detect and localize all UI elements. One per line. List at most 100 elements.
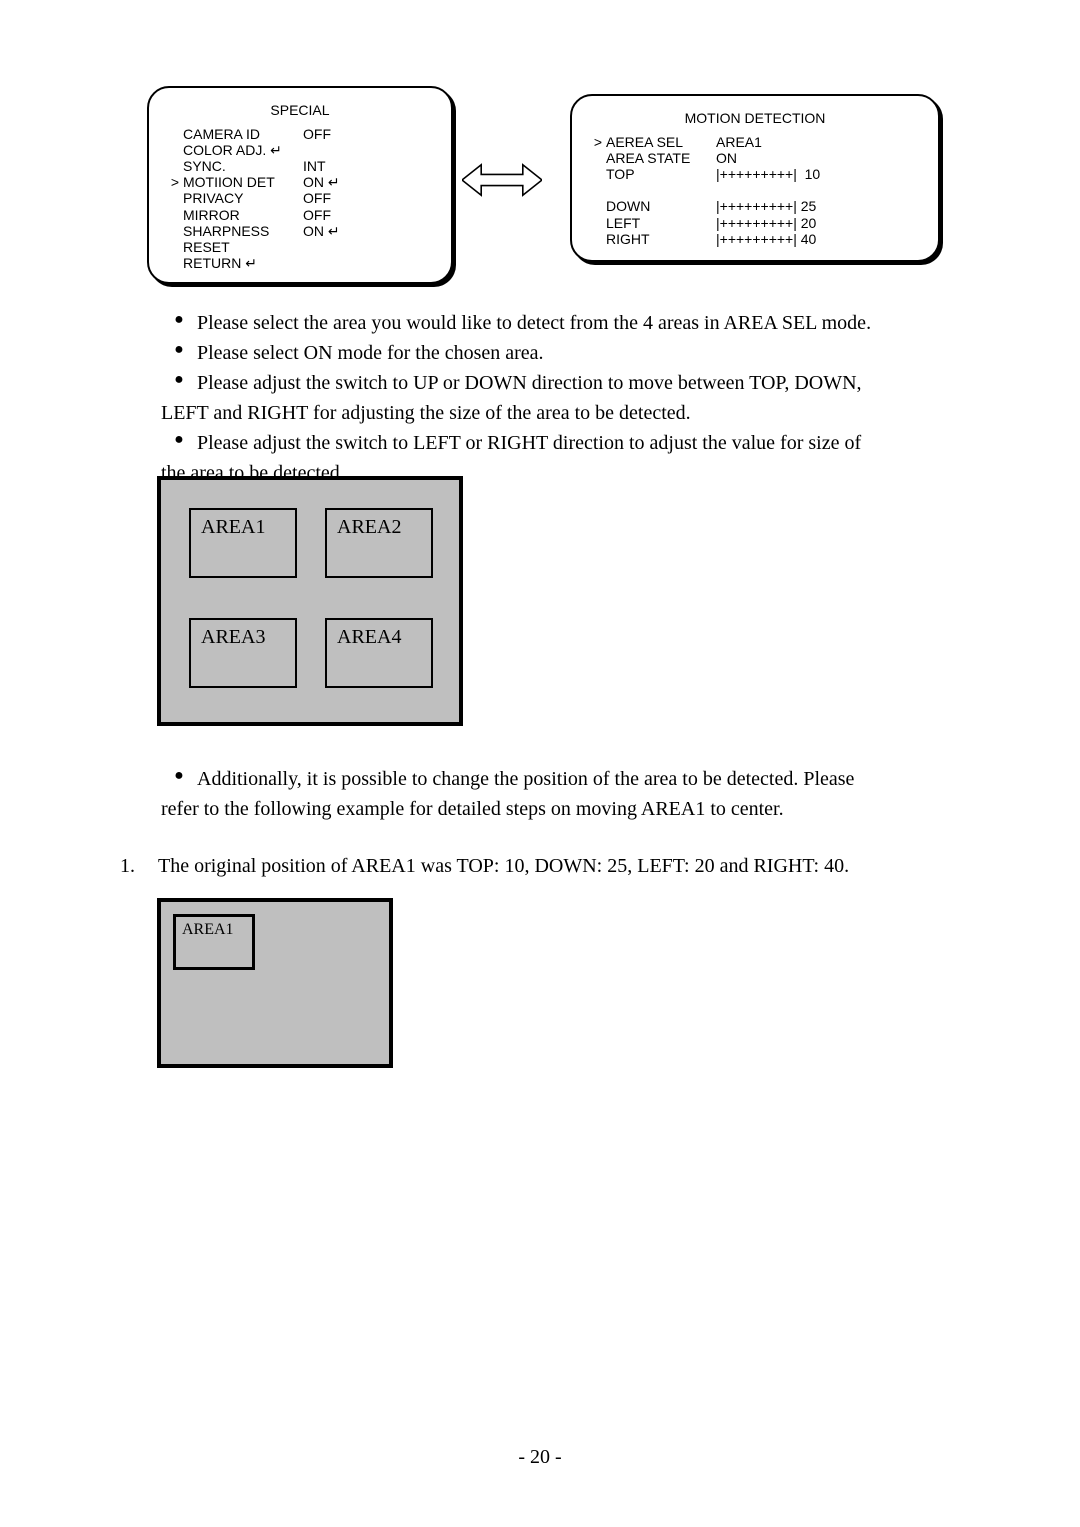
row-cursor: > xyxy=(169,174,183,190)
menu-row: DOWN|+++++++++| 25 xyxy=(592,198,918,214)
row-value: AREA1 xyxy=(716,134,856,150)
menu-row: PRIVACYOFF xyxy=(169,190,431,206)
enter-icon: ↵ xyxy=(324,223,340,239)
row-value: ON ↵ xyxy=(303,174,373,190)
bullet-dot-icon: ● xyxy=(161,338,197,368)
area-grid-diagram: AREA1 AREA2 AREA3 AREA4 xyxy=(157,476,463,726)
row-label: LEFT xyxy=(606,215,716,231)
area3-cell: AREA3 xyxy=(189,618,297,688)
row-label: RIGHT xyxy=(606,231,716,247)
page-number: - 20 - xyxy=(0,1446,1080,1469)
row-value: INT xyxy=(303,158,373,174)
menu-row: >AEREA SELAREA1 xyxy=(592,134,918,150)
special-menu-title: SPECIAL xyxy=(169,102,431,118)
bullet-text: Additionally, it is possible to change t… xyxy=(197,764,854,794)
area2-cell: AREA2 xyxy=(325,508,433,578)
bullets-block-2: ● Additionally, it is possible to change… xyxy=(161,764,941,824)
row-cursor: > xyxy=(592,134,606,150)
row-cursor xyxy=(169,190,183,206)
row-cursor xyxy=(592,166,606,182)
row-cursor xyxy=(169,207,183,223)
row-cursor xyxy=(169,223,183,239)
row-cursor xyxy=(169,239,183,255)
row-cursor xyxy=(592,215,606,231)
row-label: MOTIION DET xyxy=(183,174,303,190)
row-label: CAMERA ID xyxy=(183,126,303,142)
menu-row: LEFT|+++++++++| 20 xyxy=(592,215,918,231)
bullet-item: ● Please adjust the switch to UP or DOWN… xyxy=(161,368,941,398)
row-cursor xyxy=(592,231,606,247)
row-cursor xyxy=(169,158,183,174)
row-value: |+++++++++| 20 xyxy=(716,215,856,231)
motion-menu-title: MOTION DETECTION xyxy=(592,110,918,126)
row-label: PRIVACY xyxy=(183,190,303,206)
menu-row xyxy=(592,182,918,198)
row-cursor xyxy=(169,255,183,271)
row-value xyxy=(303,255,373,271)
row-value: |+++++++++| 40 xyxy=(716,231,856,247)
row-label: MIRROR xyxy=(183,207,303,223)
enter-icon: ↵ xyxy=(266,142,282,158)
menu-row: SYNC.INT xyxy=(169,158,431,174)
item-text: The original position of AREA1 was TOP: … xyxy=(158,855,849,878)
menu-row: AREA STATEON xyxy=(592,150,918,166)
motion-detection-panel: MOTION DETECTION >AEREA SELAREA1AREA STA… xyxy=(570,94,940,262)
row-label: SHARPNESS xyxy=(183,223,303,239)
row-label: SYNC. xyxy=(183,158,303,174)
row-value: OFF xyxy=(303,207,373,223)
bullet-item: ● Please select ON mode for the chosen a… xyxy=(161,338,941,368)
page: SPECIAL CAMERA IDOFFCOLOR ADJ. ↵SYNC.INT… xyxy=(0,0,1080,1527)
row-value: |+++++++++| 10 xyxy=(716,166,856,182)
row-cursor xyxy=(592,150,606,166)
area1-cell: AREA1 xyxy=(189,508,297,578)
row-value: OFF xyxy=(303,126,373,142)
row-value: |+++++++++| 25 xyxy=(716,198,856,214)
row-cursor xyxy=(169,142,183,158)
numbered-item: 1. The original position of AREA1 was TO… xyxy=(120,855,940,878)
enter-icon: ↵ xyxy=(324,174,340,190)
row-label: AREA STATE xyxy=(606,150,716,166)
bullet-text: Please adjust the switch to UP or DOWN d… xyxy=(197,368,862,398)
row-value xyxy=(303,239,373,255)
row-label: RETURN ↵ xyxy=(183,255,303,271)
row-label: COLOR ADJ. ↵ xyxy=(183,142,303,158)
bullet-cont: LEFT and RIGHT for adjusting the size of… xyxy=(161,398,941,428)
menu-row: RIGHT|+++++++++| 40 xyxy=(592,231,918,247)
menu-row: RETURN ↵ xyxy=(169,255,431,271)
bullet-dot-icon: ● xyxy=(161,368,197,398)
menu-row: RESET xyxy=(169,239,431,255)
area1-position-diagram: AREA1 xyxy=(157,898,393,1068)
row-label: DOWN xyxy=(606,198,716,214)
enter-icon: ↵ xyxy=(241,255,257,271)
bullets-block-1: ● Please select the area you would like … xyxy=(161,308,941,488)
menu-row: MIRROROFF xyxy=(169,207,431,223)
area4-cell: AREA4 xyxy=(325,618,433,688)
row-label: TOP xyxy=(606,166,716,182)
menu-row: >MOTIION DETON ↵ xyxy=(169,174,431,190)
menu-row: COLOR ADJ. ↵ xyxy=(169,142,431,158)
row-value: ON xyxy=(716,150,856,166)
row-value: OFF xyxy=(303,190,373,206)
bullet-item: ● Additionally, it is possible to change… xyxy=(161,764,941,794)
bullet-dot-icon: ● xyxy=(161,764,197,794)
row-cursor xyxy=(592,198,606,214)
bullet-text: Please select ON mode for the chosen are… xyxy=(197,338,544,368)
row-value xyxy=(303,142,373,158)
bullet-item: ● Please select the area you would like … xyxy=(161,308,941,338)
special-menu-panel: SPECIAL CAMERA IDOFFCOLOR ADJ. ↵SYNC.INT… xyxy=(147,86,453,284)
menu-row: SHARPNESSON ↵ xyxy=(169,223,431,239)
item-number: 1. xyxy=(120,855,158,878)
bi-arrow-icon xyxy=(462,158,542,202)
row-label: RESET xyxy=(183,239,303,255)
bullet-item: ● Please adjust the switch to LEFT or RI… xyxy=(161,428,941,458)
bullet-dot-icon: ● xyxy=(161,428,197,458)
menu-row: TOP|+++++++++| 10 xyxy=(592,166,918,182)
motion-menu-rows: >AEREA SELAREA1AREA STATEONTOP|+++++++++… xyxy=(592,134,918,247)
bullet-text: Please adjust the switch to LEFT or RIGH… xyxy=(197,428,861,458)
row-label: AEREA SEL xyxy=(606,134,716,150)
area1-small-cell: AREA1 xyxy=(173,914,255,970)
row-cursor xyxy=(169,126,183,142)
special-menu-rows: CAMERA IDOFFCOLOR ADJ. ↵SYNC.INT>MOTIION… xyxy=(169,126,431,271)
row-value: ON ↵ xyxy=(303,223,373,239)
bullet-dot-icon: ● xyxy=(161,308,197,338)
